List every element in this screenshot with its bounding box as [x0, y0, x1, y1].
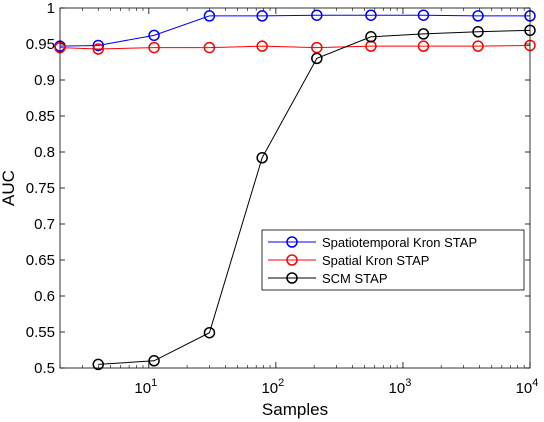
- y-tick-label: 0.85: [26, 108, 55, 125]
- data-point-scm-stap: [256, 152, 268, 164]
- data-point-scm-stap: [148, 355, 160, 367]
- y-tick-label: 0.65: [26, 252, 55, 269]
- legend-label-spatial-kron-stap: Spatial Kron STAP: [322, 253, 429, 268]
- plot-area: [60, 8, 530, 368]
- data-point-spatial-kron-stap: [472, 40, 484, 52]
- y-tick-label: 0.75: [26, 180, 55, 197]
- x-tick-label: 102: [261, 377, 284, 397]
- x-tick-label: 103: [389, 377, 412, 397]
- series-line-spatiotemporal-kron-stap: [59, 14, 530, 47]
- tick-layer: 0.5 0.55 0.6 0.65 0.7 0.75 0.8 0.85 0.9 0.95 1 101 1…: [26, 0, 539, 397]
- y-tick-label: 0.8: [34, 144, 55, 161]
- legend: Spatiotemporal Kron STAP Spatial Kron STA…: [261, 229, 525, 291]
- data-point-spatial-kron-stap: [203, 41, 216, 54]
- y-tick-label: 0.9: [34, 72, 55, 89]
- data-point-spatiotemporal-kron-stap: [472, 10, 484, 22]
- data-point-scm-stap: [472, 26, 484, 38]
- data-point-spatiotemporal-kron-stap: [256, 10, 268, 22]
- y-tick-label: 1: [47, 0, 55, 17]
- data-point-spatial-kron-stap: [148, 41, 160, 54]
- y-tick-label: 0.7: [34, 216, 55, 233]
- data-point-scm-stap: [203, 326, 216, 339]
- data-point-spatiotemporal-kron-stap: [148, 29, 160, 42]
- legend-marker-spatial-kron-stap: [286, 254, 298, 266]
- series-layer: [54, 9, 536, 371]
- y-tick-label: 0.95: [26, 36, 55, 53]
- data-point-spatial-kron-stap: [311, 41, 323, 54]
- y-tick-label: 0.6: [34, 288, 55, 305]
- y-tick-label: 0.55: [26, 324, 55, 341]
- y-axis-label: AUC: [0, 170, 18, 206]
- data-point-spatiotemporal-kron-stap: [417, 9, 430, 21]
- data-point-spatial-kron-stap: [417, 40, 430, 52]
- series-line-scm-stap: [98, 29, 531, 365]
- data-point-scm-stap: [311, 52, 323, 65]
- data-point-scm-stap: [92, 358, 104, 371]
- legend-label-spatiotemporal-kron-stap: Spatiotemporal Kron STAP: [322, 235, 477, 250]
- legend-marker-spatiotemporal-kron-stap: [286, 236, 298, 248]
- y-tick-label: 0.5: [34, 360, 55, 377]
- series-line-spatial-kron-stap: [59, 44, 531, 50]
- data-point-spatiotemporal-kron-stap: [311, 9, 323, 21]
- x-tick-label: 104: [516, 377, 539, 397]
- legend-label-scm-stap: SCM STAP: [322, 271, 388, 286]
- data-point-spatial-kron-stap: [256, 40, 268, 52]
- data-point-spatiotemporal-kron-stap: [92, 39, 104, 52]
- x-axis-label: Samples: [262, 400, 328, 419]
- data-point-spatiotemporal-kron-stap: [365, 9, 377, 21]
- data-point-spatial-kron-stap: [92, 43, 104, 55]
- data-point-scm-stap: [365, 31, 377, 43]
- x-tick-label: 101: [134, 377, 157, 397]
- legend-marker-scm-stap: [286, 272, 298, 284]
- data-point-scm-stap: [417, 28, 430, 40]
